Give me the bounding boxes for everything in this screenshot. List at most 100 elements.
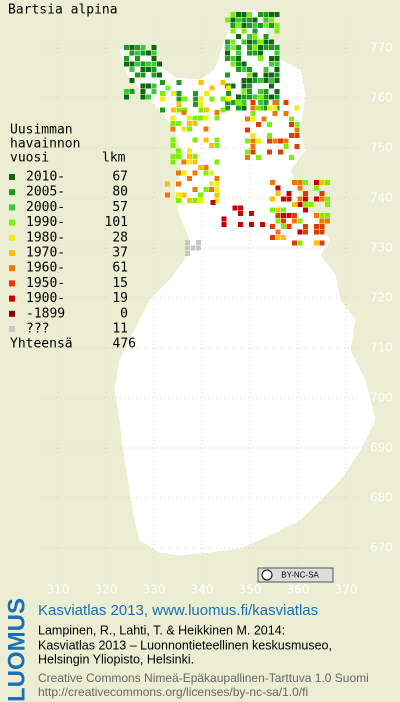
cell: [281, 196, 286, 202]
cell: [160, 91, 165, 96]
cell: [274, 61, 280, 67]
cell: [165, 181, 170, 187]
legend-count: 101: [105, 215, 128, 230]
cell: [241, 67, 247, 72]
cell: [129, 78, 135, 83]
cell: [140, 45, 146, 50]
legend-label: 1970-: [26, 246, 65, 261]
y-grid-label: 760: [370, 91, 393, 105]
cell: [314, 196, 319, 202]
cell: [214, 143, 220, 148]
cell: [203, 170, 209, 176]
legend-swatch: [9, 280, 15, 287]
cell: [236, 23, 241, 28]
cell: [176, 181, 181, 187]
cell: [210, 200, 216, 205]
cell: [146, 50, 151, 56]
cell: [209, 143, 214, 148]
cell: [325, 196, 330, 202]
legend-swatch: [9, 234, 15, 241]
cell: [157, 61, 162, 67]
cell: [269, 94, 274, 100]
cell: [263, 100, 269, 105]
cell: [176, 102, 182, 107]
cell: [236, 12, 241, 17]
cell: [263, 89, 269, 94]
cell: [192, 121, 198, 126]
cell: [270, 180, 275, 185]
cell: [281, 235, 286, 240]
cell: [308, 202, 314, 207]
cell: [129, 45, 135, 50]
cell: [250, 105, 256, 111]
cell: [247, 39, 252, 45]
cell: [140, 67, 146, 72]
cell: [241, 61, 247, 67]
cell: [275, 235, 281, 240]
cell: [193, 96, 198, 102]
cell: [275, 218, 281, 224]
cell: [247, 17, 252, 23]
cell: [241, 78, 247, 83]
cell: [325, 202, 330, 207]
legend-count: 57: [112, 200, 128, 215]
x-grid-label: 310: [47, 583, 70, 597]
cell: [236, 50, 241, 56]
cell: [247, 72, 252, 78]
cell: [263, 12, 269, 17]
legend-count-header: lkm: [102, 151, 126, 166]
cell: [283, 144, 289, 149]
cell: [294, 127, 300, 133]
legend-label: 2000-: [26, 200, 65, 215]
cell: [170, 121, 176, 126]
cell: [303, 202, 308, 207]
cell: [303, 224, 308, 229]
legend-count: 28: [112, 230, 128, 245]
cell: [247, 67, 252, 72]
x-grid-label: 320: [95, 583, 118, 597]
cell: [198, 96, 204, 102]
cell: [171, 107, 176, 113]
cell: [170, 126, 176, 132]
legend-label: 2010-: [26, 170, 65, 185]
cell: [274, 67, 280, 72]
cell: [225, 39, 230, 45]
cell: [151, 83, 157, 89]
cell: [281, 224, 286, 229]
cell: [192, 137, 198, 143]
license-line: Creative Commons Nimeä-Epäkaupallinen-Ta…: [38, 671, 369, 685]
cell: [140, 50, 146, 56]
cell: [247, 83, 252, 89]
cell: [270, 224, 275, 229]
cell: [303, 191, 308, 196]
cell: [190, 245, 196, 251]
cell: [124, 45, 129, 50]
cell: [263, 39, 269, 45]
cell: [185, 240, 190, 245]
y-grid-label: 670: [370, 541, 393, 555]
cell: [241, 17, 247, 23]
y-grid-label: 700: [370, 391, 393, 405]
cell: [297, 180, 303, 185]
cell: [245, 116, 250, 122]
cell: [289, 116, 294, 122]
cell: [297, 240, 303, 246]
cell: [250, 138, 256, 144]
cell: [230, 17, 236, 23]
cell: [260, 222, 265, 227]
cell: [272, 105, 278, 111]
cell: [236, 105, 241, 111]
cell: [129, 50, 135, 56]
cell: [209, 85, 215, 91]
cell: [209, 96, 215, 102]
cell: [124, 94, 129, 100]
cell: [250, 149, 256, 155]
cell: [292, 213, 297, 218]
legend-count: 15: [112, 276, 128, 291]
cell: [225, 72, 230, 78]
cell: [269, 39, 274, 45]
cell: [151, 89, 157, 94]
cell: [278, 149, 283, 155]
cell: [267, 133, 272, 138]
cell: [283, 138, 289, 144]
